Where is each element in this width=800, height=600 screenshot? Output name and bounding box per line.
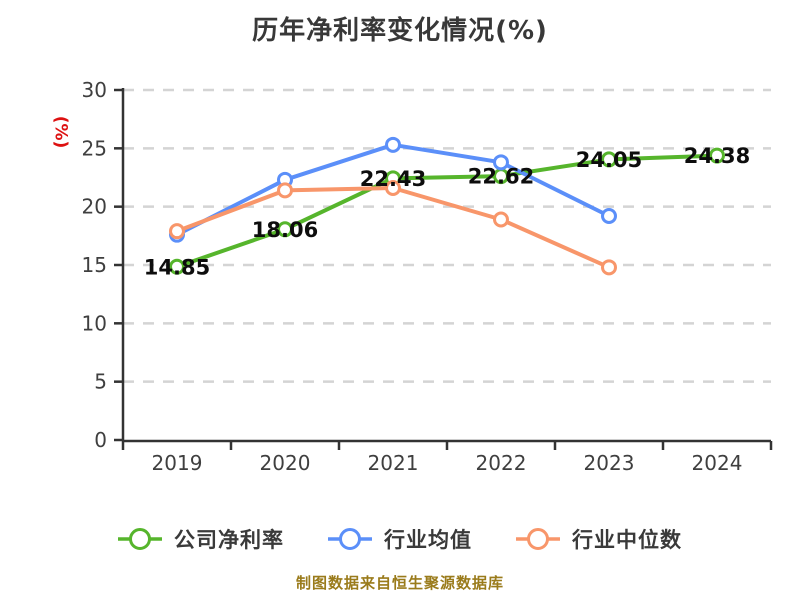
y-tick-label: 15 xyxy=(82,253,107,277)
data-label: 22.43 xyxy=(360,167,426,191)
legend-marker-dot xyxy=(527,528,549,550)
data-point xyxy=(601,208,617,224)
data-point xyxy=(277,221,293,238)
data-point xyxy=(385,136,401,153)
x-tick-label: 2022 xyxy=(476,451,527,475)
series-line xyxy=(175,153,719,269)
data-point xyxy=(277,182,293,199)
legend-marker-industry-median-icon xyxy=(516,528,560,550)
y-tick-label: 25 xyxy=(82,136,107,160)
source-caption: 制图数据来自恒生聚源数据库 xyxy=(295,574,504,592)
legend-item-industry-median: 行业中位数 xyxy=(516,524,682,554)
data-label: 24.05 xyxy=(576,148,642,172)
x-tick-label: 2023 xyxy=(584,451,635,475)
data-point xyxy=(169,258,185,275)
y-tick-label: 5 xyxy=(94,370,107,394)
data-label: 22.62 xyxy=(468,165,534,189)
legend: 公司净利率 行业均值 行业中位数 xyxy=(0,524,800,554)
legend-item-company: 公司净利率 xyxy=(118,524,284,554)
y-tick-label: 0 xyxy=(94,428,107,452)
legend-marker-company-icon xyxy=(118,528,162,550)
legend-label-company: 公司净利率 xyxy=(174,528,284,552)
legend-marker-industry-average-icon xyxy=(328,528,372,550)
x-tick-label: 2019 xyxy=(152,451,203,475)
legend-label-industry-average: 行业均值 xyxy=(384,528,472,552)
x-tick-label: 2021 xyxy=(368,451,419,475)
x-tick-label: 2024 xyxy=(692,451,743,475)
data-point xyxy=(601,259,617,276)
legend-marker-dot xyxy=(339,528,361,550)
legend-item-industry-average: 行业均值 xyxy=(328,524,472,554)
y-tick-label: 30 xyxy=(82,78,107,102)
data-label: 24.38 xyxy=(684,144,750,168)
data-point xyxy=(385,180,401,196)
legend-label-industry-median: 行业中位数 xyxy=(572,528,682,552)
chart-title: 历年净利率变化情况(%) xyxy=(252,16,548,46)
data-point xyxy=(493,211,509,228)
x-tick-label: 2020 xyxy=(260,451,311,475)
data-point xyxy=(601,151,617,168)
data-label: 14.85 xyxy=(144,255,210,279)
data-point xyxy=(493,154,509,171)
legend-marker-dot xyxy=(129,528,151,550)
data-point xyxy=(709,147,725,164)
data-point xyxy=(169,223,185,240)
data-label: 18.06 xyxy=(252,218,318,242)
y-tick-label: 10 xyxy=(82,311,107,335)
y-tick-label: 20 xyxy=(82,195,107,219)
